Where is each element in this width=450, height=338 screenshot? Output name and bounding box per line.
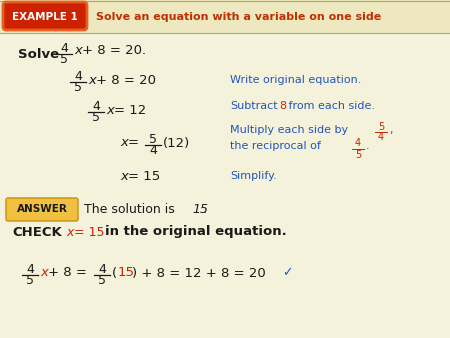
Text: 5: 5 (378, 121, 384, 131)
Text: 15: 15 (192, 203, 208, 216)
Text: 5: 5 (355, 149, 361, 160)
Text: Multiply each side by: Multiply each side by (230, 125, 348, 135)
Text: 5: 5 (26, 274, 34, 287)
Text: $x$: $x$ (120, 169, 130, 183)
Text: 8: 8 (279, 101, 286, 111)
Text: 4: 4 (26, 263, 34, 276)
Text: 5: 5 (149, 133, 157, 146)
Text: .: . (203, 203, 207, 216)
Text: + 8 = 20: + 8 = 20 (96, 73, 156, 87)
FancyBboxPatch shape (3, 2, 87, 30)
Text: $x$: $x$ (120, 137, 130, 149)
Text: from each side.: from each side. (285, 101, 375, 111)
Text: 4: 4 (74, 70, 82, 83)
Text: $x$: $x$ (106, 103, 116, 117)
Text: ,: , (389, 125, 392, 135)
Text: 5: 5 (98, 274, 106, 287)
Text: The solution is: The solution is (84, 203, 175, 216)
Text: $x$: $x$ (66, 225, 76, 239)
Text: 15: 15 (118, 266, 135, 280)
Text: 4: 4 (60, 42, 68, 55)
Text: EXAMPLE 1: EXAMPLE 1 (12, 12, 78, 22)
Text: Solve: Solve (18, 48, 59, 61)
FancyBboxPatch shape (0, 0, 450, 33)
Text: the reciprocal of: the reciprocal of (230, 141, 321, 151)
Text: 5: 5 (60, 53, 68, 66)
Text: 4: 4 (98, 263, 106, 276)
Text: = 15: = 15 (74, 225, 104, 239)
Text: ✓: ✓ (282, 266, 292, 280)
Text: Subtract: Subtract (230, 101, 278, 111)
Text: in the original equation.: in the original equation. (105, 225, 287, 239)
Text: (: ( (112, 266, 117, 280)
Text: CHECK: CHECK (12, 225, 62, 239)
Text: + 8 =: + 8 = (48, 266, 87, 280)
Text: 4: 4 (355, 139, 361, 148)
Text: ANSWER: ANSWER (17, 204, 68, 215)
Text: Write original equation.: Write original equation. (230, 75, 361, 85)
Text: $x$: $x$ (40, 266, 50, 280)
Text: = 15: = 15 (128, 169, 160, 183)
Text: 4: 4 (92, 100, 100, 113)
Text: Solve an equation with a variable on one side: Solve an equation with a variable on one… (96, 12, 381, 22)
Text: ) + 8 = 12 + 8 = 20: ) + 8 = 12 + 8 = 20 (132, 266, 266, 280)
Text: =: = (128, 137, 139, 149)
Text: 5: 5 (92, 111, 100, 124)
Text: 4: 4 (149, 144, 157, 157)
Text: (12): (12) (163, 137, 190, 149)
Text: $x$: $x$ (88, 73, 98, 87)
Text: .: . (366, 141, 369, 151)
Text: = 12: = 12 (114, 103, 146, 117)
Text: 4: 4 (378, 132, 384, 143)
Text: $x$: $x$ (74, 45, 84, 57)
Text: + 8 = 20.: + 8 = 20. (82, 45, 146, 57)
FancyBboxPatch shape (6, 198, 78, 221)
Text: 5: 5 (74, 81, 82, 94)
Text: Simplify.: Simplify. (230, 171, 277, 181)
